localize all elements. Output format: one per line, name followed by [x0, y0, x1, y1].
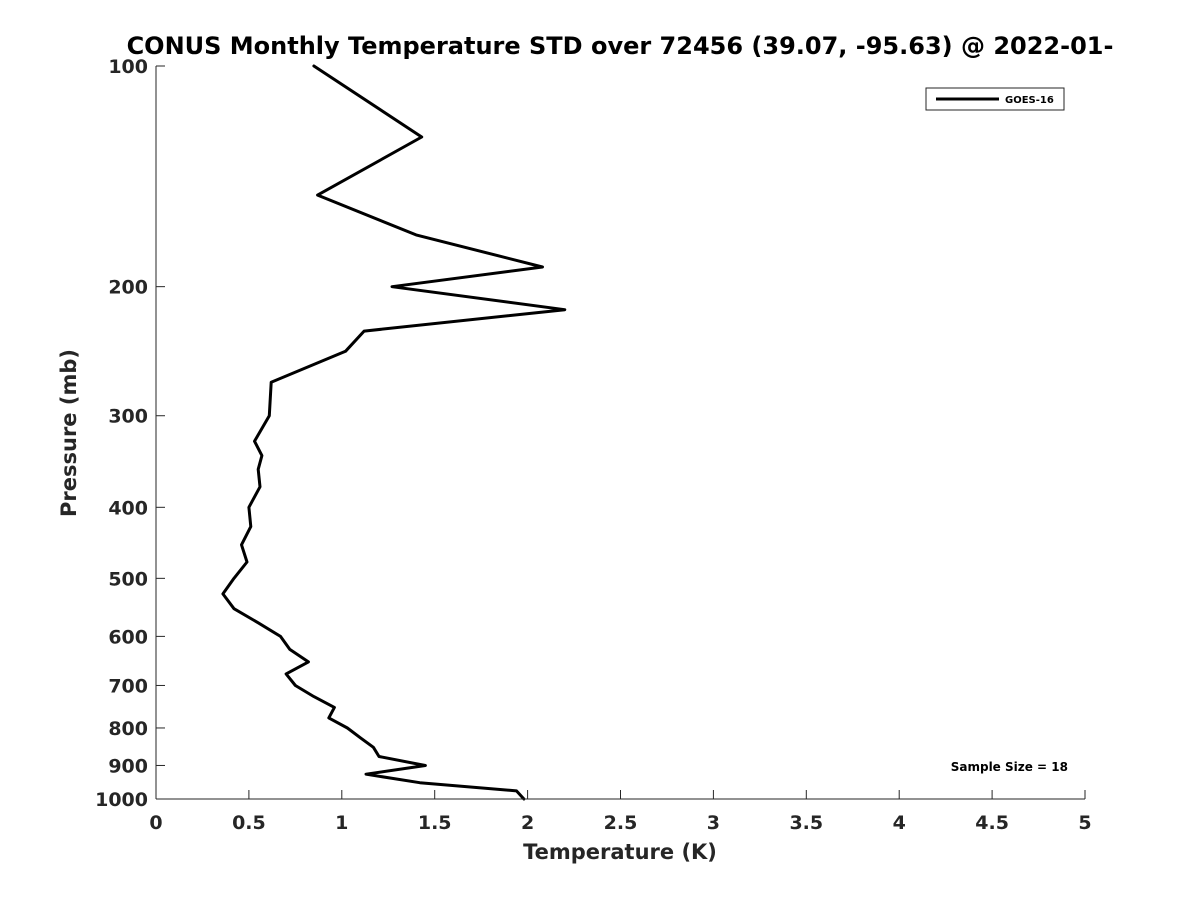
- y-axis-label: Pressure (mb): [57, 349, 81, 517]
- legend-label-goes-16: GOES-16: [1005, 95, 1054, 106]
- x-axis-label: Temperature (K): [523, 840, 717, 864]
- y-tick-label: 900: [108, 755, 148, 777]
- series-line-goes-16: [221, 64, 567, 801]
- y-tick-label: 600: [108, 626, 148, 648]
- x-tick-label: 1.5: [418, 812, 452, 834]
- y-tick-label: 300: [108, 406, 148, 428]
- y-tick-label: 700: [108, 675, 148, 697]
- legend: GOES-16: [925, 87, 1065, 111]
- y-tick-label: 200: [108, 277, 148, 299]
- x-tick-label: 3: [707, 812, 720, 834]
- y-tick-label: 500: [108, 568, 148, 590]
- plot-area: [221, 64, 567, 801]
- x-tick-label: 4: [893, 812, 906, 834]
- x-tick-label: 3.5: [789, 812, 823, 834]
- x-tick-label: 4.5: [975, 812, 1009, 834]
- x-tick-label: 0.5: [232, 812, 266, 834]
- x-axis: 0 0.5 1 1.5 2 2.5 3 3.5 4 4.5 5: [149, 790, 1092, 834]
- x-tick-label: 5: [1078, 812, 1091, 834]
- y-tick-label: 800: [108, 718, 148, 740]
- x-tick-label: 2.5: [604, 812, 638, 834]
- x-tick-label: 2: [521, 812, 534, 834]
- x-tick-label: 1: [335, 812, 348, 834]
- x-tick-label: 0: [149, 812, 162, 834]
- y-axis: 100 200 300 400 500 600 700 800 900 1000: [95, 56, 165, 811]
- chart-title: CONUS Monthly Temperature STD over 72456…: [127, 32, 1114, 60]
- y-tick-label: 100: [108, 56, 148, 78]
- sample-size-annotation: Sample Size = 18: [951, 760, 1068, 774]
- y-tick-label: 1000: [95, 789, 148, 811]
- y-tick-label: 400: [108, 497, 148, 519]
